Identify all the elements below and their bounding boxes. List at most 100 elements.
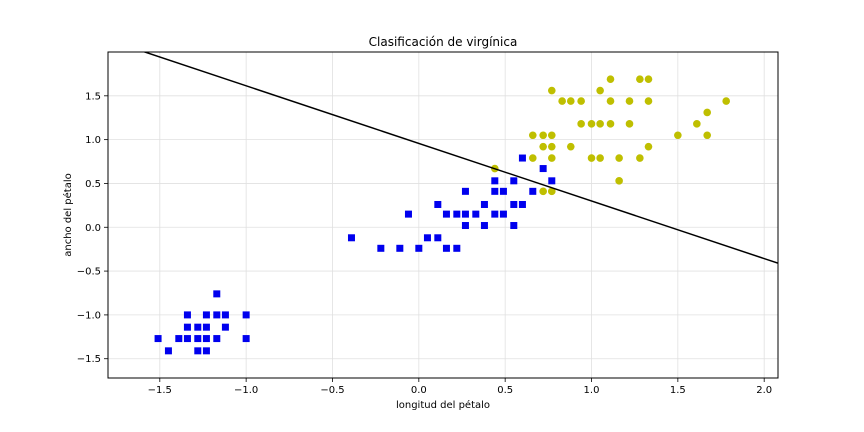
point-virginica <box>577 120 585 128</box>
point-no-virginica <box>183 335 191 343</box>
y-tick-label: −0.5 <box>77 267 101 278</box>
point-no-virginica <box>404 210 412 218</box>
point-no-virginica <box>499 187 507 195</box>
point-no-virginica <box>461 222 469 230</box>
point-virginica <box>625 97 634 105</box>
point-virginica <box>587 154 596 162</box>
point-virginica <box>703 108 712 117</box>
point-virginica <box>547 86 556 95</box>
point-no-virginica <box>491 177 499 185</box>
point-no-virginica <box>415 244 423 252</box>
point-no-virginica <box>396 244 404 252</box>
x-tick-label: 0.5 <box>497 385 513 396</box>
point-virginica <box>547 131 556 140</box>
point-no-virginica <box>213 335 221 343</box>
x-axis-label: longitud del pétalo <box>396 399 490 411</box>
point-no-virginica <box>202 323 210 331</box>
boundary-layer <box>142 52 778 264</box>
y-tick-label: −1.0 <box>77 310 101 321</box>
y-tick-label: 1.5 <box>85 91 101 102</box>
x-tick-label: 0.0 <box>411 385 427 396</box>
point-no-virginica <box>194 347 202 355</box>
point-virginica <box>539 187 547 196</box>
point-virginica <box>644 142 653 151</box>
x-tick-label: −1.0 <box>234 385 258 396</box>
point-no-virginica <box>499 210 507 218</box>
point-no-virginica <box>175 335 183 343</box>
point-virginica <box>539 131 547 140</box>
point-virginica <box>558 97 566 105</box>
point-no-virginica <box>183 323 191 331</box>
y-tick-label: 0.5 <box>85 179 101 190</box>
y-tick-label: 0.0 <box>85 223 101 234</box>
point-no-virginica <box>472 210 480 218</box>
point-virginica <box>528 131 537 140</box>
x-tick-label: −1.5 <box>148 385 172 396</box>
point-virginica <box>606 75 615 83</box>
point-virginica <box>587 120 596 128</box>
point-virginica <box>703 131 712 140</box>
point-virginica <box>722 97 730 105</box>
y-axis-label: ancho del pétalo <box>62 173 74 257</box>
point-virginica <box>539 142 547 151</box>
x-tick-label: −0.5 <box>320 385 344 396</box>
point-virginica <box>577 97 585 105</box>
point-no-virginica <box>377 244 385 252</box>
point-virginica <box>615 154 623 162</box>
x-tick-label: 2.0 <box>756 385 772 396</box>
point-virginica <box>596 120 604 128</box>
x-tick-label: 1.5 <box>670 385 686 396</box>
point-virginica <box>566 97 575 105</box>
point-no-virginica <box>434 234 442 242</box>
x-axis: −1.5 −1.0 −0.5 0.0 0.5 1.0 1.5 2.0 <box>148 378 772 396</box>
series-layer <box>154 75 730 355</box>
point-no-virginica <box>453 210 461 218</box>
point-no-virginica <box>347 234 355 242</box>
point-no-virginica <box>548 177 556 185</box>
point-no-virginica <box>202 335 210 343</box>
point-virginica <box>674 131 682 140</box>
grid <box>108 52 778 378</box>
point-no-virginica <box>442 244 450 252</box>
point-no-virginica <box>518 154 526 162</box>
point-no-virginica <box>213 311 221 319</box>
point-no-virginica <box>221 311 229 319</box>
point-no-virginica <box>529 187 537 195</box>
point-virginica <box>547 187 556 196</box>
point-virginica <box>566 142 575 151</box>
point-virginica <box>644 97 653 105</box>
point-no-virginica <box>154 335 162 343</box>
point-no-virginica <box>194 323 202 331</box>
point-virginica <box>644 75 653 83</box>
point-no-virginica <box>194 335 202 343</box>
decision-boundary-line <box>142 52 778 264</box>
point-no-virginica <box>453 244 461 252</box>
point-no-virginica <box>518 200 526 208</box>
point-virginica <box>625 120 634 128</box>
point-no-virginica <box>183 311 191 319</box>
point-no-virginica <box>480 222 488 230</box>
point-no-virginica <box>510 200 518 208</box>
point-virginica <box>606 97 615 105</box>
point-no-virginica <box>491 210 499 218</box>
point-no-virginica <box>510 222 518 230</box>
x-tick-label: 1.0 <box>584 385 600 396</box>
point-virginica <box>636 154 644 162</box>
point-virginica <box>636 75 644 83</box>
point-virginica <box>606 120 615 128</box>
plot-area <box>107 51 779 379</box>
point-no-virginica <box>202 347 210 355</box>
point-virginica <box>596 86 604 95</box>
point-no-virginica <box>164 347 172 355</box>
point-no-virginica <box>539 165 547 173</box>
plot-frame <box>107 51 779 379</box>
chart-title: Clasificación de virgínica <box>369 35 518 49</box>
point-no-virginica <box>491 187 499 195</box>
y-axis: −1.5 −1.0 −0.5 0.0 0.5 1.0 1.5 <box>77 91 108 365</box>
point-no-virginica <box>461 187 469 195</box>
point-virginica <box>693 120 701 128</box>
point-no-virginica <box>480 200 488 208</box>
point-no-virginica <box>423 234 431 242</box>
y-tick-label: 1.0 <box>85 135 101 146</box>
